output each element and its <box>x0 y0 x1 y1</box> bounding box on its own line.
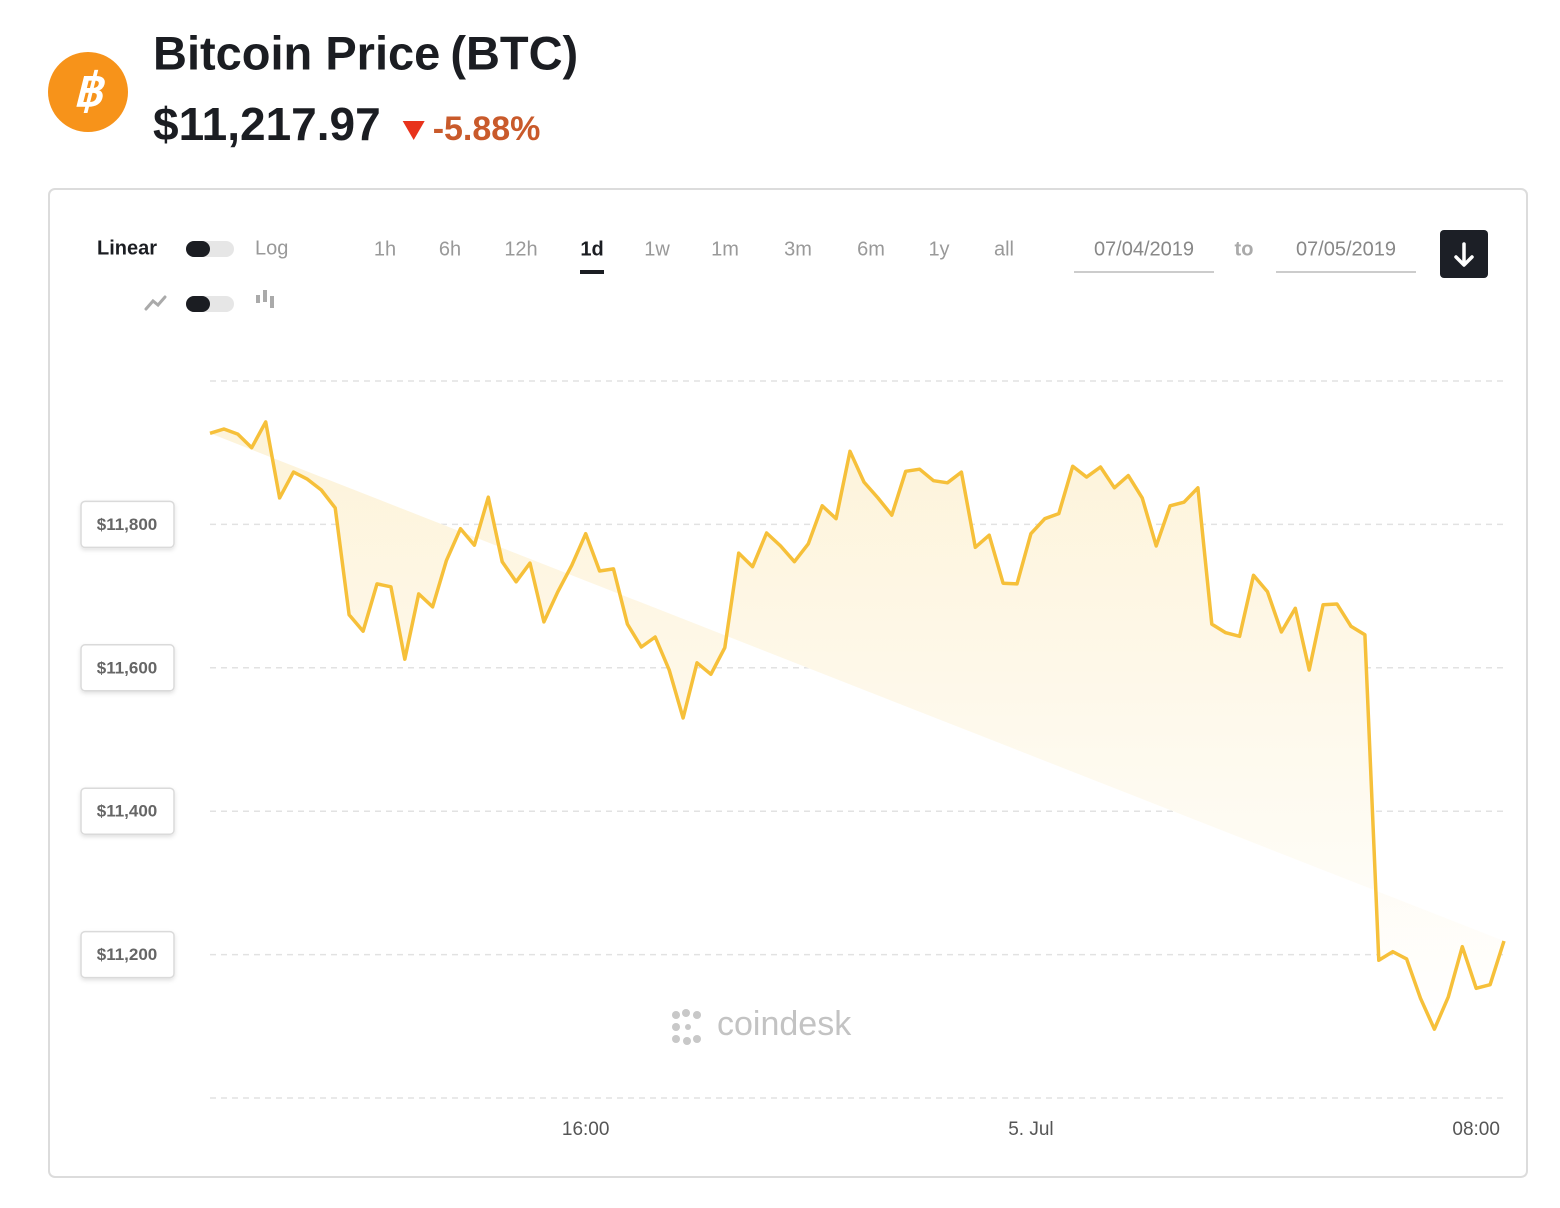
btc-icon <box>48 52 128 132</box>
range-button[interactable]: 1h <box>374 238 396 260</box>
range-underline <box>580 270 604 274</box>
y-tick-label: $11,200 <box>97 945 158 964</box>
x-tick-label: 08:00 <box>1452 1119 1500 1140</box>
down-arrow <box>402 121 425 140</box>
y-tick-box <box>80 930 175 979</box>
watermark: coindesk <box>717 1005 852 1043</box>
y-tick-label: $11,800 <box>97 515 158 534</box>
scale-log[interactable]: Log <box>255 237 288 259</box>
price-line <box>209 420 1506 1031</box>
btc-glyph: ฿ <box>73 64 106 116</box>
watermark-logo <box>672 1009 701 1045</box>
candle-icon <box>256 290 274 308</box>
price: $11,217.97 <box>153 98 381 150</box>
type-toggle[interactable] <box>186 296 234 312</box>
scale-toggle[interactable] <box>186 241 234 257</box>
line-icon <box>144 295 167 311</box>
range-button[interactable]: 3m <box>784 238 812 260</box>
x-tick-label: 16:00 <box>562 1119 610 1140</box>
range-button[interactable]: 1w <box>644 238 670 260</box>
symbol: (BTC) <box>450 26 578 79</box>
range-button[interactable]: 12h <box>504 238 537 260</box>
download-button[interactable] <box>1440 230 1488 278</box>
range-button[interactable]: 6m <box>857 238 885 260</box>
y-tick-box <box>80 644 175 692</box>
range-button[interactable]: 6h <box>439 238 461 260</box>
title: Bitcoin Price <box>153 26 440 79</box>
range-button[interactable]: 1m <box>711 238 739 260</box>
date-from[interactable]: 07/04/2019 <box>1094 238 1194 260</box>
range-button[interactable]: all <box>994 238 1014 260</box>
x-tick-label: 5. Jul <box>1008 1119 1053 1140</box>
range-button[interactable]: 1d <box>580 238 603 260</box>
plot: $11,200 $11,400 $11,600 $11,800 16:00 5. Jul 0… <box>80 380 1506 1140</box>
date-to[interactable]: 07/05/2019 <box>1296 238 1396 260</box>
chart-card <box>48 188 1528 1178</box>
range-button[interactable]: 1y <box>928 238 949 260</box>
y-tick-label: $11,600 <box>97 658 158 677</box>
y-tick-box <box>80 500 175 549</box>
y-tick-label: $11,400 <box>97 802 158 821</box>
date-sep: to <box>1235 238 1254 260</box>
change: -5.88% <box>433 110 541 148</box>
scale-linear[interactable]: Linear <box>97 237 157 259</box>
y-tick-box <box>80 787 175 835</box>
